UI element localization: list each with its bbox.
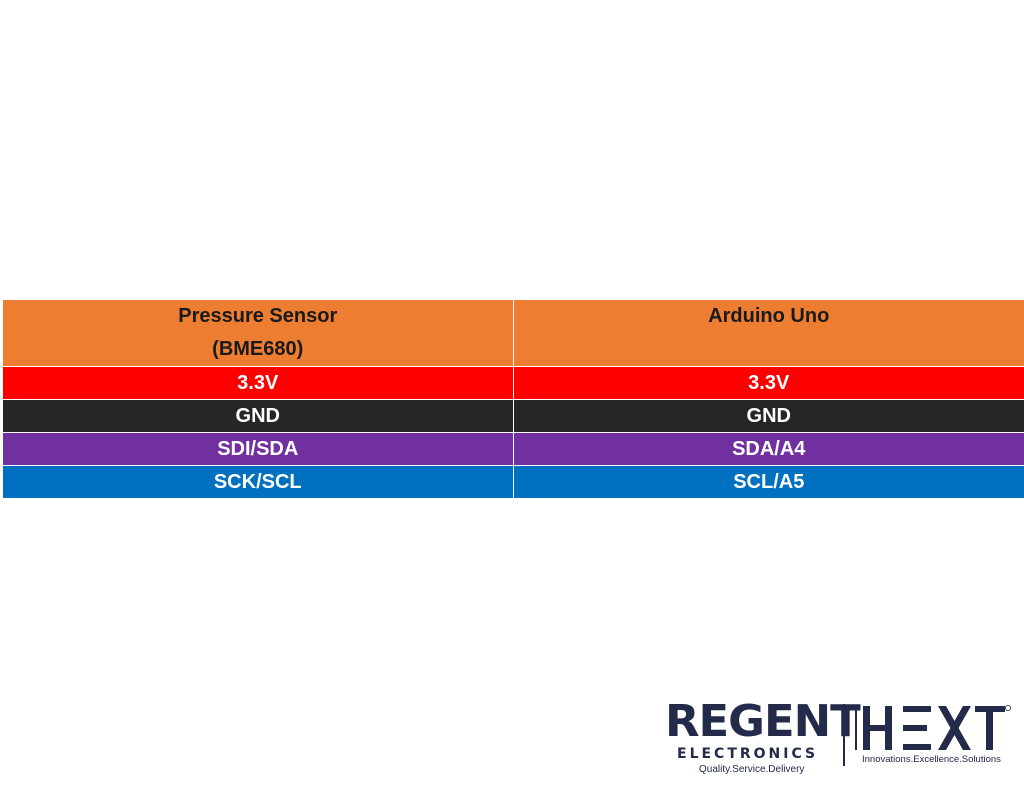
- sensor-pin-gnd: GND: [3, 399, 514, 433]
- header-sensor: Pressure Sensor (BME680): [3, 300, 514, 367]
- header-sensor-line1: Pressure Sensor: [178, 305, 338, 327]
- sensor-pin-3v3: 3.3V: [3, 366, 514, 400]
- sensor-pin-sda: SDI/SDA: [3, 432, 514, 466]
- hext-tagline: Innovations.Excellence.Solutions: [862, 754, 1001, 765]
- table-header-row: Pressure Sensor (BME680) Arduino Uno: [3, 300, 1024, 367]
- header-board: Arduino Uno: [513, 300, 1024, 367]
- arduino-pin-3v3: 3.3V: [513, 366, 1024, 400]
- table-row: 3.3V 3.3V: [3, 366, 1024, 400]
- arduino-pin-scl: SCL/A5: [513, 465, 1024, 499]
- header-board-line1: Arduino Uno: [708, 305, 830, 327]
- pin-connection-table: Pressure Sensor (BME680) Arduino Uno 3.3…: [3, 300, 1024, 499]
- table-row: SDI/SDA SDA/A4: [3, 432, 1024, 466]
- table-row: GND GND: [3, 399, 1024, 433]
- arduino-pin-gnd: GND: [513, 399, 1024, 433]
- header-sensor-line2: (BME680): [212, 338, 304, 360]
- company-logo: REGENT ELECTRONICS Quality.Service.Deliv…: [665, 700, 1017, 780]
- regent-tagline: Quality.Service.Delivery: [699, 764, 805, 775]
- sensor-pin-scl: SCK/SCL: [3, 465, 514, 499]
- arduino-pin-sda: SDA/A4: [513, 432, 1024, 466]
- table-row: SCK/SCL SCL/A5: [3, 465, 1024, 499]
- logo-divider: [843, 704, 845, 766]
- regent-wordmark: REGENT: [665, 696, 861, 747]
- hext-logo-icon: [855, 705, 1011, 750]
- electronics-wordmark: ELECTRONICS: [677, 746, 819, 762]
